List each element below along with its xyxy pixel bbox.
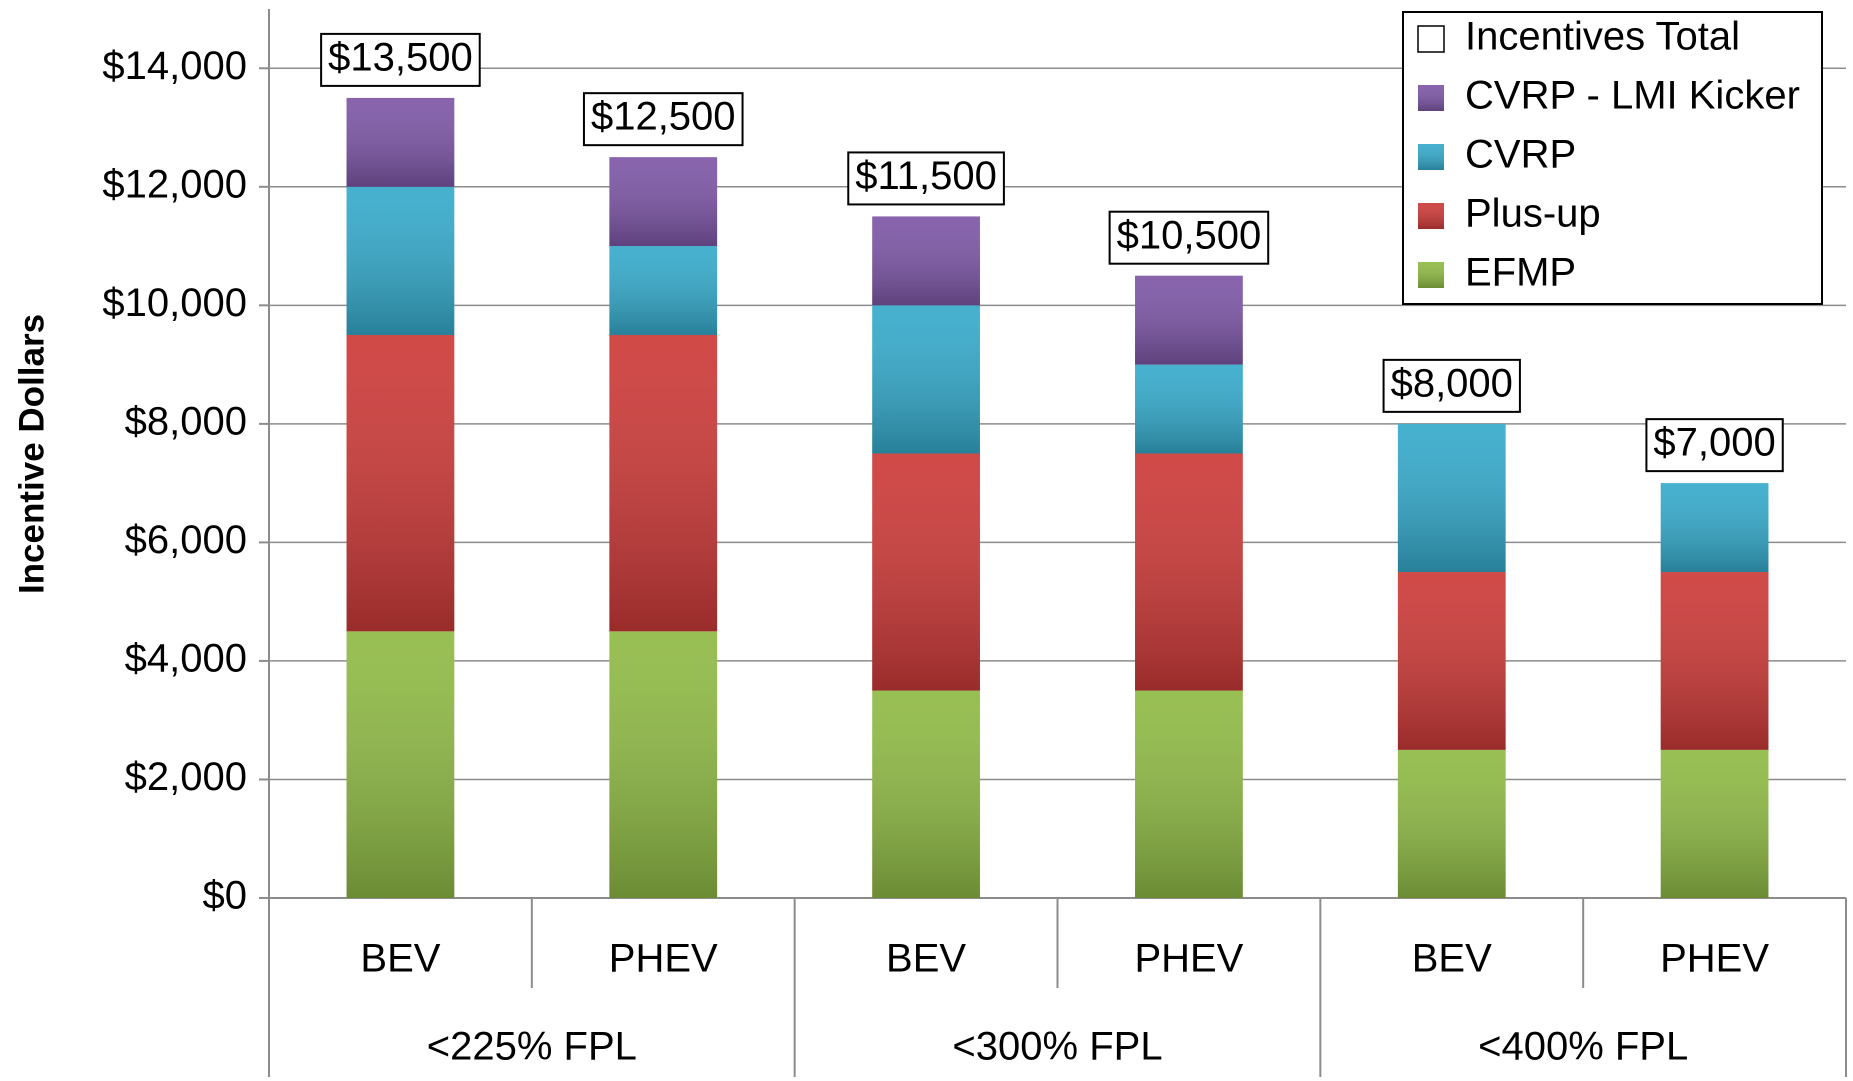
bar-shade [346,334,455,632]
y-tick-label: $14,000 [102,44,247,88]
y-tick-label: $4,000 [125,636,247,680]
legend-label: Incentives Total [1465,15,1740,59]
bar-shade [1135,364,1243,454]
legend-swatch [1417,25,1445,53]
total-label-box [847,151,1005,206]
total-label-box [1108,210,1270,265]
total-label: $11,500 [855,154,997,198]
y-tick-label: $10,000 [102,281,247,325]
x-tick-label: PHEV [1660,937,1769,981]
y-tick-label: $0 [203,874,248,918]
bar-shade [346,186,455,335]
group-label: <225% FPL [427,1025,637,1069]
legend-swatch-shade [1418,262,1444,288]
bar-shade [872,216,980,306]
legend-swatch-shade [1418,203,1444,229]
bar-shade [872,453,980,691]
total-label-box [1645,418,1784,473]
bar-shade [609,157,718,247]
total-label: $12,500 [591,95,736,139]
group-label: <300% FPL [952,1025,1162,1069]
total-label-box [582,92,744,147]
bar-shade [346,631,455,898]
y-axis-title: Incentive Dollars [12,314,51,594]
legend-label: CVRP [1465,133,1576,177]
bar-shade [1397,572,1506,750]
y-tick-label: $8,000 [125,399,247,443]
total-label: $13,500 [328,35,473,79]
y-tick-label: $2,000 [125,755,247,799]
bar-shade [872,305,980,454]
total-label: $8,000 [1391,361,1513,405]
bar-shade [872,690,980,898]
bar-shade [1135,275,1243,365]
total-label: $7,000 [1653,421,1775,465]
bar-shade [346,97,455,187]
bar-shade [1660,483,1769,573]
group-label: <400% FPL [1478,1025,1688,1069]
x-tick-label: PHEV [609,937,718,981]
legend-box [1402,11,1823,305]
bar-shade [1135,690,1243,898]
legend-label: EFMP [1465,251,1576,295]
legend-swatch-shade [1418,85,1444,111]
total-label-box [1382,358,1521,413]
legend-label: CVRP - LMI Kicker [1465,74,1800,118]
legend-label: Plus-up [1465,192,1601,236]
x-tick-label: BEV [886,937,966,981]
total-label: $10,500 [1117,213,1262,257]
bar-shade [1397,749,1506,898]
bar-shade [1660,572,1769,750]
x-tick-label: BEV [360,937,440,981]
y-tick-label: $6,000 [125,518,247,562]
legend-swatch-shade [1418,144,1444,170]
y-tick-label: $12,000 [102,162,247,206]
bar-shade [1660,749,1769,898]
bar-shade [1135,453,1243,691]
bar-shade [609,334,718,632]
x-tick-label: PHEV [1134,937,1243,981]
total-label-box [320,32,481,87]
bar-shade [609,631,718,898]
bar-shade [1397,423,1506,573]
x-tick-label: BEV [1412,937,1492,981]
bar-shade [609,246,718,335]
